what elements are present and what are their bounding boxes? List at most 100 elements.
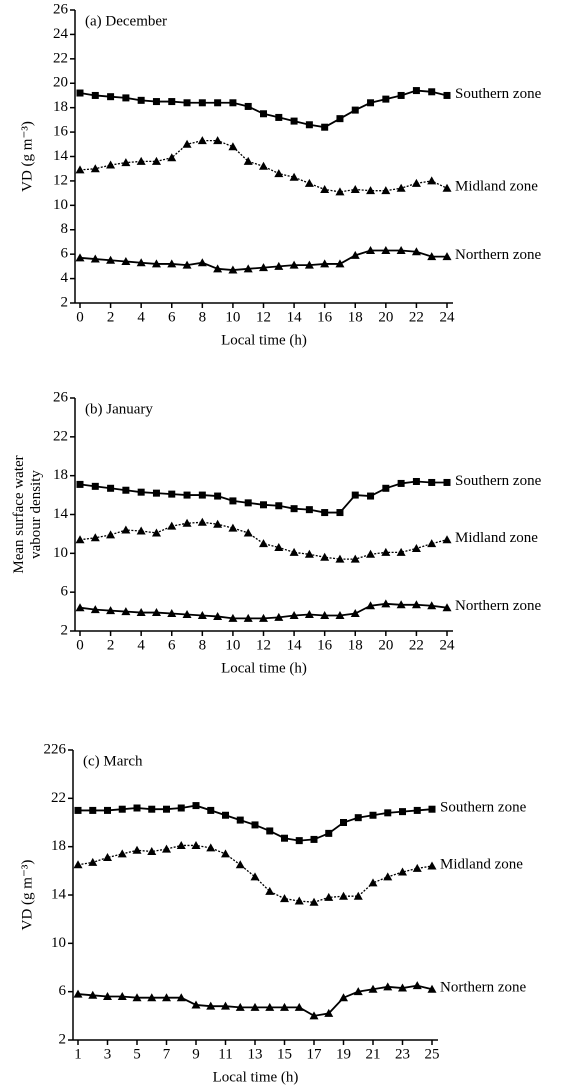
marker [382, 95, 390, 103]
marker [324, 1008, 334, 1017]
marker [148, 805, 156, 813]
marker [290, 117, 298, 125]
x-tick-label: 20 [378, 637, 393, 653]
marker [427, 176, 437, 185]
marker [366, 601, 376, 610]
x-tick-label: 3 [104, 1046, 112, 1062]
marker [198, 99, 206, 107]
marker [133, 804, 141, 812]
y-axis-label: VD (g m⁻³) [19, 860, 35, 931]
marker [213, 136, 223, 145]
marker [168, 490, 176, 498]
marker [132, 993, 142, 1002]
marker [228, 613, 238, 622]
marker [305, 506, 313, 514]
x-tick-label: 6 [168, 309, 176, 325]
y-tick-label: 6 [59, 983, 67, 999]
x-tick-label: 11 [218, 1046, 232, 1062]
marker [228, 142, 238, 151]
marker [266, 827, 274, 835]
marker [396, 246, 406, 255]
marker [274, 261, 284, 270]
y-tick-label: 20 [53, 75, 68, 91]
marker [367, 492, 375, 500]
y-tick-label: 2 [59, 1031, 67, 1047]
marker [250, 872, 260, 881]
marker [121, 607, 131, 616]
marker [281, 834, 288, 842]
marker [151, 528, 161, 537]
marker [213, 611, 223, 620]
marker [353, 891, 363, 900]
marker [399, 808, 406, 816]
marker [275, 502, 283, 510]
x-tick-label: 10 [225, 309, 240, 325]
marker [236, 816, 244, 824]
marker [137, 488, 145, 496]
marker [339, 891, 348, 900]
x-axis-label: Local time (h) [213, 1069, 299, 1085]
y-axis-label: Mean surface water [11, 455, 27, 573]
x-tick-label: 10 [225, 637, 240, 653]
marker [259, 539, 268, 548]
y-tick-label: 14 [51, 886, 67, 902]
marker [183, 491, 191, 499]
marker [132, 845, 142, 854]
marker [136, 608, 146, 617]
marker [221, 849, 230, 858]
x-tick-label: 8 [199, 309, 207, 325]
marker [335, 187, 345, 196]
marker [235, 1002, 245, 1011]
marker [90, 605, 100, 614]
marker [396, 183, 406, 192]
x-axis-label: Local time (h) [221, 660, 307, 676]
marker [73, 989, 83, 998]
x-tick-label: 21 [366, 1046, 381, 1062]
marker [427, 252, 437, 261]
marker [228, 523, 238, 532]
marker [167, 153, 177, 162]
marker [244, 102, 252, 110]
marker [295, 837, 303, 845]
marker [412, 87, 420, 95]
x-tick-label: 24 [440, 309, 456, 325]
marker [381, 246, 391, 255]
marker [91, 91, 99, 99]
y-tick-label: 12 [53, 172, 68, 188]
marker [290, 505, 298, 513]
x-tick-label: 1 [74, 1046, 82, 1062]
y-tick-label: 10 [53, 545, 68, 561]
marker [117, 992, 127, 1000]
y-tick-label: 24 [53, 26, 69, 42]
marker [192, 802, 200, 810]
marker [73, 860, 83, 869]
y-tick-label: 16 [53, 124, 69, 140]
marker [320, 259, 330, 268]
marker [309, 1011, 319, 1020]
marker [182, 518, 192, 527]
x-tick-label: 22 [409, 309, 424, 325]
marker [259, 263, 268, 272]
x-tick-label: 2 [107, 309, 115, 325]
marker [321, 123, 329, 131]
marker [320, 610, 330, 619]
marker [198, 491, 206, 499]
marker [350, 609, 360, 618]
marker [122, 486, 130, 494]
marker [197, 136, 207, 145]
marker [412, 477, 420, 485]
marker [168, 98, 176, 106]
marker [103, 853, 112, 862]
marker [411, 178, 421, 187]
marker [106, 530, 116, 539]
marker [121, 256, 131, 265]
marker [411, 543, 421, 552]
y-tick-label: 6 [61, 246, 69, 262]
x-axis-label: Local time (h) [221, 332, 307, 348]
marker [88, 857, 98, 866]
x-tick-label: 25 [425, 1046, 440, 1062]
y-tick-label: 26 [53, 389, 69, 405]
marker [369, 811, 377, 819]
